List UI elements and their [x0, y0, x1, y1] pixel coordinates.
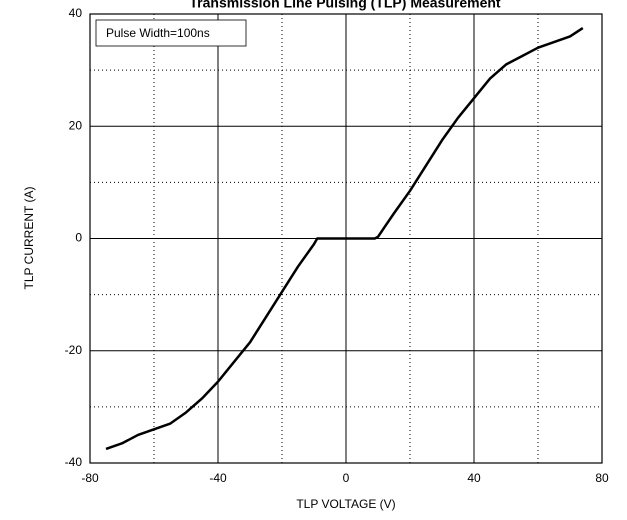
x-tick-label: 80	[595, 471, 609, 485]
annotation: Pulse Width=100ns	[106, 26, 210, 40]
y-tick-label: 20	[69, 118, 83, 132]
x-tick-label: 0	[343, 471, 350, 485]
chart-title: Transmission Line Pulsing (TLP) Measurem…	[189, 0, 501, 11]
y-tick-label: -40	[65, 455, 83, 469]
y-tick-label: 40	[69, 6, 83, 20]
annotation-box	[95, 19, 247, 47]
x-tick-label: -40	[209, 471, 227, 485]
y-tick-label: -20	[65, 343, 83, 357]
y-axis-label: TLP CURRENT (A)	[22, 187, 36, 290]
plot-frame	[89, 13, 603, 464]
x-tick-label: -80	[81, 471, 99, 485]
y-tick-label: 0	[75, 231, 82, 245]
line-series	[105, 26, 584, 451]
x-axis-label: TLP VOLTAGE (V)	[296, 497, 395, 511]
x-tick-label: 40	[467, 471, 481, 485]
